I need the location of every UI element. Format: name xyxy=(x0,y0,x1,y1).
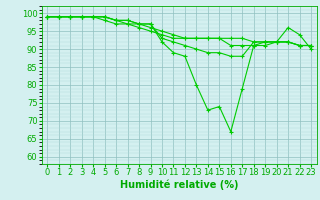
X-axis label: Humidité relative (%): Humidité relative (%) xyxy=(120,180,238,190)
